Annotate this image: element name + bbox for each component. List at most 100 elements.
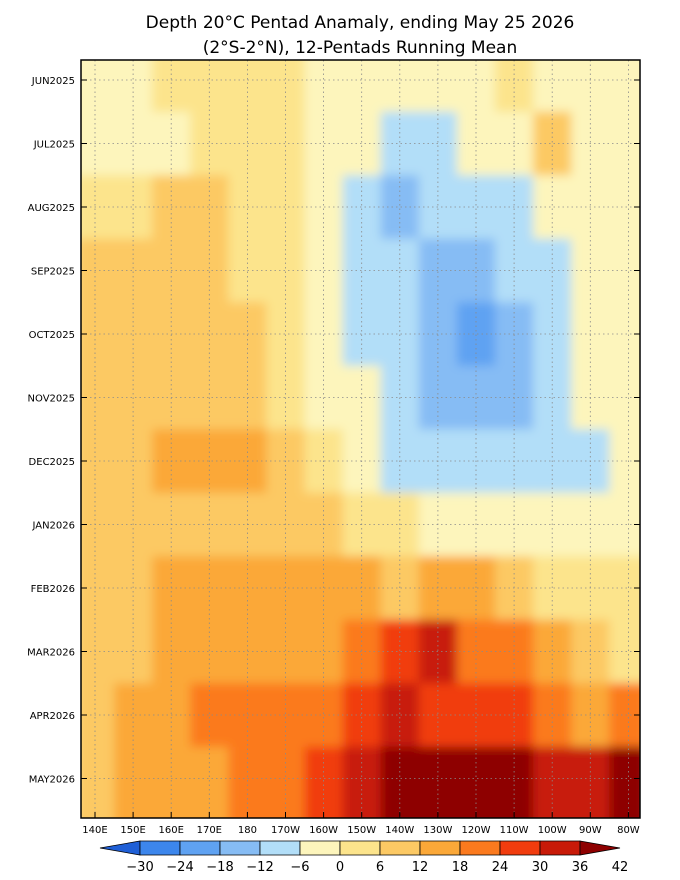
heatmap-cell	[114, 175, 153, 240]
colorbar-swatch	[179, 840, 221, 856]
heatmap-cell	[495, 60, 534, 113]
heatmap-cell	[533, 619, 572, 684]
grid-lines	[81, 60, 640, 818]
heatmap-cell	[304, 556, 344, 621]
heatmap-cell	[418, 111, 458, 176]
y-tick-label: FEB2026	[31, 584, 75, 595]
heatmap-cell	[456, 683, 496, 748]
heatmap-cell	[418, 619, 458, 684]
heatmap-cell	[380, 619, 420, 684]
heatmap-cell	[114, 111, 153, 176]
x-tick-label: 130W	[423, 825, 452, 836]
x-tick-label: 150E	[120, 825, 145, 836]
colorbar-swatch	[139, 840, 181, 856]
heatmap-cell	[190, 238, 229, 303]
heatmap-cell	[609, 619, 640, 684]
y-axis: JUN2025 JUL2025 AUG2025 SEP2025 OCT2025 NOV20…	[27, 76, 640, 786]
colorbar-label: 0	[336, 860, 344, 875]
x-tick-label: 180	[238, 825, 257, 836]
y-tick-label: OCT2025	[29, 330, 75, 341]
heatmap-cell	[380, 175, 420, 240]
y-tick-label: JUN2025	[31, 76, 75, 87]
heatmap-cell	[533, 683, 572, 748]
heatmap-cell	[533, 60, 572, 113]
heatmap-cell	[304, 111, 344, 176]
heatmap-cell	[342, 556, 382, 621]
heatmap-cell	[114, 619, 153, 684]
heatmap-cell	[456, 556, 496, 621]
x-tick-label: 110W	[500, 825, 529, 836]
heatmap-cell	[266, 175, 306, 240]
heatmap-cell	[342, 683, 382, 748]
heatmap-cell	[456, 60, 496, 113]
x-tick-label: 140E	[82, 825, 107, 836]
x-tick-label: 160E	[158, 825, 183, 836]
heatmap-cell	[456, 619, 496, 684]
heatmap-cell	[609, 238, 640, 303]
colorbar-label: −18	[206, 860, 233, 875]
colorbar-label: 12	[412, 860, 429, 875]
colorbar-label: 30	[532, 860, 549, 875]
heatmap-cell	[609, 302, 640, 367]
y-tick-label: JAN2026	[31, 521, 75, 532]
heatmap-cell	[342, 302, 382, 367]
y-tick-label: MAY2026	[29, 775, 75, 786]
x-tick-label: 100W	[538, 825, 567, 836]
heatmap-cell	[152, 60, 191, 113]
heatmap-cell	[533, 556, 572, 621]
chart-title: Depth 20°C Pentad Anamaly, ending May 25…	[146, 13, 575, 33]
colorbar-label: 36	[572, 860, 589, 875]
heatmap-cell	[456, 175, 496, 240]
heatmap-cell	[114, 238, 153, 303]
heatmap-cell	[304, 302, 344, 367]
heatmap-cell	[418, 238, 458, 303]
heatmap-cell	[228, 60, 268, 113]
heatmap-cell	[266, 238, 306, 303]
x-tick-label: 160W	[309, 825, 338, 836]
heatmap-cell	[342, 619, 382, 684]
heatmap-cell	[456, 111, 496, 176]
x-tick-label: 150W	[347, 825, 376, 836]
heatmap-cell	[266, 302, 306, 367]
colorbar-label: −12	[246, 860, 273, 875]
heatmap-cell	[609, 683, 640, 748]
heatmap-cell	[342, 60, 382, 113]
heatmap-cell	[114, 302, 153, 367]
heatmap-cell	[380, 683, 420, 748]
colorbar-swatch	[259, 840, 301, 856]
heatmap-cell	[456, 238, 496, 303]
heatmap-cell	[266, 111, 306, 176]
y-tick-label: NOV2025	[28, 394, 75, 405]
colorbar-swatch	[99, 840, 141, 856]
colorbar-label: 42	[612, 860, 629, 875]
y-tick-label: AUG2025	[28, 203, 75, 214]
heatmap-cell	[380, 238, 420, 303]
colorbar-label: 18	[452, 860, 469, 875]
heatmap-cell	[190, 683, 229, 748]
heatmap-cell	[81, 60, 115, 113]
heatmap-cell	[190, 302, 229, 367]
heatmap-cell	[190, 556, 229, 621]
heatmap-cell	[571, 60, 610, 113]
heatmap-cell	[380, 556, 420, 621]
colorbar-swatch	[459, 840, 501, 856]
heatmap-cell	[533, 302, 572, 367]
colorbar-swatch	[299, 840, 341, 856]
colorbar-swatch	[499, 840, 541, 856]
y-tick-label: DEC2025	[29, 457, 75, 468]
heatmap-cell	[266, 60, 306, 113]
heatmap-cell	[609, 746, 640, 818]
heatmap-cell	[533, 175, 572, 240]
heatmap-cell	[342, 111, 382, 176]
x-axis: 140E 150E 160E 170E 180 170W 160W 150W 140W 130W 1…	[82, 812, 640, 836]
colorbar-swatch	[419, 840, 461, 856]
x-tick-label: 170E	[197, 825, 222, 836]
heatmap-cell	[190, 175, 229, 240]
heatmap-cell	[342, 175, 382, 240]
heatmap-cell	[380, 60, 420, 113]
heatmap-cell	[304, 238, 344, 303]
x-tick-label: 80W	[617, 825, 640, 836]
colorbar-swatch	[579, 840, 621, 856]
x-tick-label: 90W	[579, 825, 602, 836]
